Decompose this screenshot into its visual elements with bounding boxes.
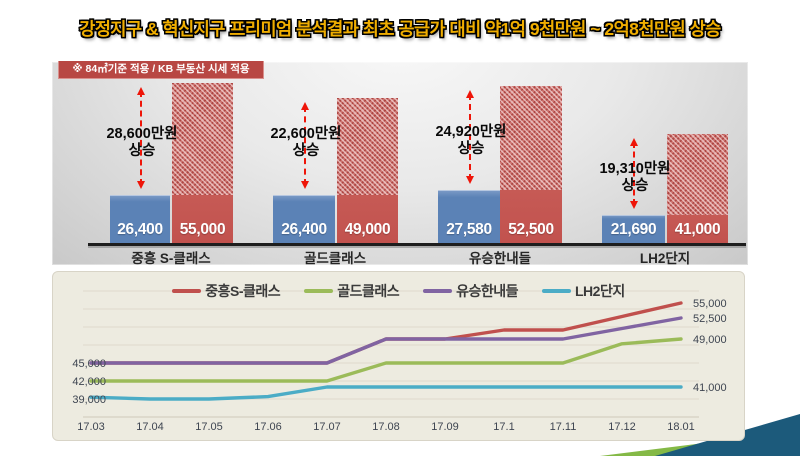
rise-label: 상승	[292, 143, 320, 160]
legend-label: LH2단지	[575, 283, 625, 299]
bar-category-label: 중흥 S-클래스	[131, 251, 211, 266]
rise-arrow	[630, 138, 638, 209]
legend-label: 골드클래스	[337, 283, 400, 299]
series-end-label: 49,000	[693, 334, 727, 346]
rise-label: 상승	[457, 141, 485, 158]
market-bar-hatch	[500, 86, 562, 190]
x-tick-label: 17.1	[493, 421, 514, 433]
series-line	[89, 316, 683, 365]
legend-line-swatch	[542, 289, 571, 293]
series-end-label: 41,000	[693, 382, 727, 394]
market-bar-hatch	[667, 134, 728, 215]
supply-bar: 21,690	[602, 215, 665, 243]
supply-bar-value: 26,400	[117, 221, 163, 238]
bar-category-label: 유승한내들	[468, 251, 532, 266]
supply-bar-value: 27,580	[446, 221, 492, 238]
market-bar: 55,000	[172, 83, 233, 243]
bar-category-label: LH2단지	[639, 251, 691, 266]
rise-annotation: 19,310만원 상승	[599, 161, 670, 195]
market-bar-solid: 52,500	[500, 190, 562, 243]
legend-line-swatch	[304, 289, 334, 293]
market-bar-solid: 41,000	[667, 215, 728, 243]
rise-amount: 19,310만원	[599, 161, 671, 177]
rise-arrow	[301, 102, 309, 189]
x-tick-label: 17.06	[254, 421, 282, 433]
x-tick-label: 17.07	[313, 421, 341, 433]
series-end-label: 52,500	[693, 313, 727, 325]
series-line	[89, 385, 683, 401]
bar-chart-axis-line	[88, 243, 746, 246]
market-bar: 52,500	[500, 86, 562, 243]
rise-annotation: 28,600만원 상승	[106, 126, 177, 160]
legend-item: 중흥S-클래스	[172, 281, 281, 301]
market-bar-solid: 49,000	[337, 195, 398, 243]
x-tick-label: 17.09	[431, 421, 459, 433]
market-bar-hatch	[337, 98, 398, 195]
rise-amount: 22,600만원	[270, 126, 342, 142]
series-end-label: 55,000	[693, 298, 727, 310]
rise-amount: 24,920만원	[435, 124, 507, 140]
legend-item: LH2단지	[542, 281, 625, 301]
y-tick-label: 42,000	[72, 376, 106, 388]
x-tick-label: 17.12	[608, 421, 636, 433]
market-bar-value: 55,000	[179, 221, 226, 238]
line-chart-legend: 중흥S-클래스 골드클래스 유승한내들 LH2단지	[53, 281, 744, 301]
rise-arrow	[137, 87, 145, 189]
legend-line-swatch	[423, 289, 453, 293]
market-bar-solid: 55,000	[172, 195, 233, 243]
supply-bar-value: 26,400	[281, 221, 327, 238]
x-tick-label: 17.11	[550, 421, 577, 433]
bar-chart-panel: ※ 84㎡기준 적용 / KB 부동산 시세 적용 26,400 55,000 28…	[52, 61, 748, 266]
market-bar-value: 41,000	[674, 221, 721, 238]
market-bar-value: 49,000	[344, 221, 391, 238]
y-tick-label: 39,000	[72, 394, 106, 406]
rise-amount: 28,600만원	[106, 126, 178, 142]
market-bar: 41,000	[667, 134, 728, 243]
page-title: 강정지구 & 혁신지구 프리미엄 분석결과 최초 공급가 대비 약1억 9천만원…	[79, 19, 721, 39]
x-tick-label: 18.01	[667, 421, 695, 433]
supply-bar: 26,400	[110, 195, 170, 243]
supply-bar: 27,580	[438, 190, 500, 243]
supply-bar-value: 21,690	[610, 221, 657, 238]
x-tick-label: 17.08	[372, 421, 400, 433]
legend-label: 유승한내들	[456, 283, 518, 299]
market-bar: 49,000	[337, 98, 398, 243]
x-tick-label: 17.03	[77, 421, 105, 433]
rise-annotation: 24,920만원 상승	[435, 124, 506, 158]
rise-label: 상승	[128, 143, 156, 160]
legend-label: 중흥S-클래스	[205, 283, 281, 299]
supply-bar: 26,400	[273, 195, 335, 243]
market-bar-value: 52,500	[508, 221, 554, 238]
x-tick-label: 17.05	[195, 421, 223, 433]
series-line	[89, 337, 683, 383]
legend-item: 유승한내들	[423, 281, 518, 301]
line-chart-panel: 17.03 17.04 17.05 17.06 17.07 17.08 17.09 17.1 1…	[52, 271, 745, 441]
rise-annotation: 22,600만원 상승	[270, 126, 341, 160]
market-bar-hatch	[172, 83, 233, 195]
bar-category-label: 골드클래스	[303, 251, 367, 266]
y-tick-label: 45,000	[72, 358, 106, 370]
x-tick-label: 17.04	[136, 421, 164, 433]
rise-label: 상승	[621, 178, 649, 195]
legend-item: 골드클래스	[304, 281, 400, 301]
legend-line-swatch	[172, 289, 202, 293]
note-tag: ※ 84㎡기준 적용 / KB 부동산 시세 적용	[58, 61, 264, 79]
rise-arrow	[466, 90, 474, 184]
